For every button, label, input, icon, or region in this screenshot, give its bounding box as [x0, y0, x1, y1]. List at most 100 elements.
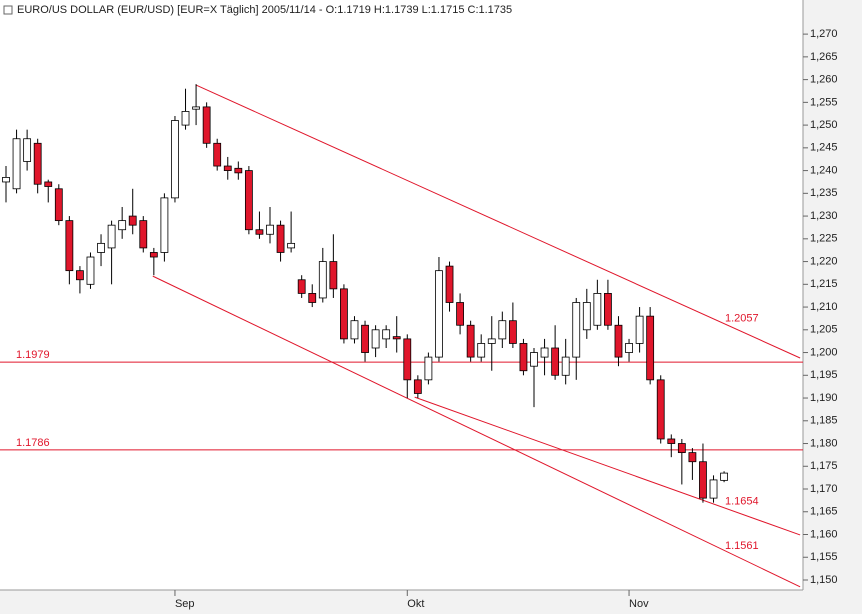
trend-label: 1.1654	[725, 495, 759, 507]
candle-body	[699, 461, 707, 499]
y-tick-label: 1,260	[810, 74, 838, 86]
candle-body	[202, 106, 211, 144]
candle-body	[382, 329, 391, 340]
candle-body	[371, 329, 380, 349]
candle-body	[498, 320, 507, 340]
y-tick-label: 1,270	[810, 28, 838, 40]
trend-line	[195, 84, 801, 359]
candle-body	[97, 242, 105, 253]
candle-body	[466, 324, 475, 358]
candle-body	[456, 302, 464, 326]
y-tick-label: 1,205	[810, 324, 838, 336]
y-tick-label: 1,210	[810, 301, 838, 313]
support-label: 1.1786	[16, 437, 50, 449]
candle-body	[308, 293, 317, 303]
y-tick-label: 1,185	[810, 415, 838, 427]
candle-body	[614, 324, 623, 358]
x-tick-label: Okt	[407, 598, 424, 610]
candle-body	[287, 242, 296, 249]
candle-body	[65, 220, 74, 272]
candle-body	[519, 343, 528, 372]
y-tick-label: 1,215	[810, 278, 838, 290]
support-label: 1.1979	[16, 349, 50, 361]
y-tick-label: 1,265	[810, 51, 838, 63]
candle-body	[540, 347, 549, 358]
trend-line	[414, 396, 801, 536]
trend-label: 1.2057	[725, 313, 759, 325]
candle-body	[646, 315, 655, 381]
y-tick-label: 1,220	[810, 255, 838, 267]
candle-body	[530, 352, 538, 367]
y-tick-label: 1,160	[810, 528, 838, 540]
y-tick-label: 1,180	[810, 437, 838, 449]
candle-body	[593, 293, 602, 326]
y-tick-label: 1,255	[810, 96, 838, 108]
candle-body	[435, 270, 443, 358]
y-tick-label: 1,190	[810, 392, 838, 404]
candle-body	[582, 302, 591, 331]
candle-body	[551, 347, 560, 376]
x-tick-label: Sep	[175, 598, 195, 610]
candle-body	[413, 379, 422, 394]
candle-body	[86, 256, 95, 285]
candle-body	[44, 181, 53, 187]
candle-body	[604, 293, 612, 326]
candle-body	[392, 336, 401, 340]
candle-body	[107, 224, 116, 249]
candle-body	[213, 142, 222, 167]
candle-body	[181, 111, 190, 126]
candle-body	[340, 288, 348, 340]
y-tick-label: 1,245	[810, 142, 838, 154]
trend-line	[152, 275, 801, 588]
y-tick-label: 1,230	[810, 210, 838, 222]
candle-body	[244, 170, 253, 231]
candle-body	[403, 338, 412, 381]
candle-body	[297, 279, 306, 294]
candle-body	[709, 479, 718, 499]
candle-body	[192, 106, 200, 110]
chart-title: EURO/US DOLLAR (EUR/USD) [EUR=X Täglich]…	[17, 4, 512, 16]
candle-body	[2, 177, 10, 183]
candle-body	[318, 261, 327, 299]
x-tick-label: Nov	[629, 598, 649, 610]
candle-body	[23, 138, 32, 162]
candle-body	[329, 261, 338, 290]
candle-body	[445, 265, 454, 303]
candle-body	[54, 188, 63, 222]
trend-label: 1.1561	[725, 540, 759, 552]
y-tick-label: 1,225	[810, 233, 838, 245]
candle-body	[572, 302, 581, 358]
candle-body	[171, 120, 179, 199]
candle-body	[424, 356, 433, 381]
candle-body	[350, 320, 359, 340]
candle-body	[361, 324, 369, 353]
candle-body	[266, 224, 274, 235]
candle-body	[255, 229, 264, 235]
candle-body	[139, 220, 148, 249]
candle-body	[677, 443, 686, 454]
candle-body	[160, 197, 169, 253]
candle-body	[118, 220, 127, 231]
candle-body	[276, 224, 285, 253]
plot-area	[0, 0, 803, 590]
candle-body	[688, 452, 697, 463]
candle-body	[128, 215, 137, 226]
y-tick-label: 1,165	[810, 506, 838, 518]
y-tick-label: 1,170	[810, 483, 838, 495]
candle-body	[635, 315, 644, 344]
y-tick-label: 1,200	[810, 346, 838, 358]
candle-body	[667, 438, 676, 444]
title-icon	[3, 5, 13, 15]
candle-body	[487, 338, 496, 344]
candle-body	[76, 270, 84, 281]
y-tick-label: 1,150	[810, 574, 838, 586]
y-tick-label: 1,235	[810, 187, 838, 199]
candle-body	[234, 167, 243, 174]
candle-body	[12, 138, 21, 190]
candle-body	[477, 343, 486, 358]
candle-body	[33, 142, 42, 185]
candle-body	[625, 343, 633, 353]
candle-body	[656, 379, 665, 440]
